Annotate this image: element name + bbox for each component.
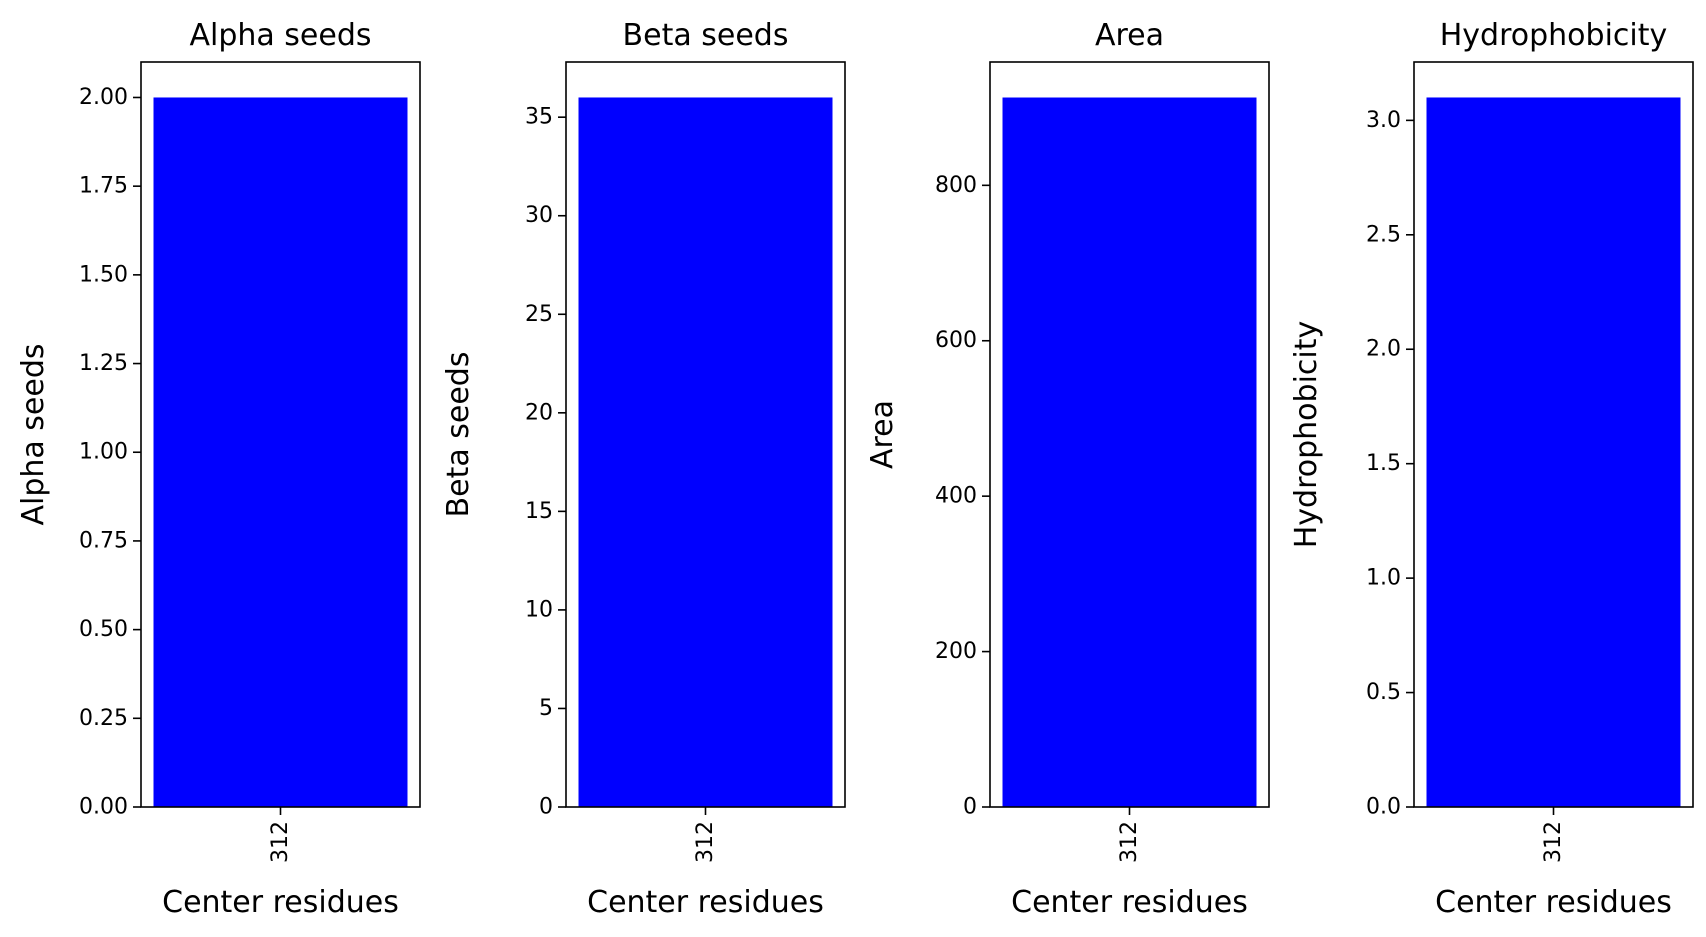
x-axis-label: Center residues [1011,885,1248,920]
y-tick-label: 600 [935,328,977,353]
chart-panel: 0 200 400 600 800 312 Area Center residues Area [865,18,1270,920]
y-tick-label: 15 [525,499,553,524]
y-tick-label: 1.00 [79,440,128,465]
x-tick-label: 312 [1117,821,1142,863]
y-tick-label: 20 [525,400,553,425]
chart-panel: 0.0 0.5 1.0 1.5 2.0 2.5 3.0 312 Hydrophobicity Ce… [1289,18,1694,920]
y-tick-label: 1.50 [79,262,128,287]
y-tick-label: 400 [935,484,977,509]
y-axis-label: Alpha seeds [16,343,51,525]
y-tick-label: 1.75 [79,174,128,199]
y-tick-label: 30 [525,203,553,228]
y-tick-label: 2.0 [1366,337,1401,362]
y-tick-label: 3.0 [1366,108,1401,133]
y-tick-label: 0 [963,795,977,820]
bar [1002,97,1257,808]
x-tick-label: 312 [268,821,293,863]
y-tick-label: 10 [525,597,553,622]
bar [578,97,833,807]
y-tick-label: 0.00 [79,795,128,820]
y-tick-label: 0.50 [79,617,128,642]
y-tick-label: 0.5 [1366,680,1401,705]
chart-panel: 0 5 10 15 20 25 30 35 312 Beta seeds Center residu… [441,18,846,920]
y-tick-label: 1.25 [79,351,128,376]
y-tick-label: 5 [539,696,553,721]
y-tick-label: 2.5 [1366,222,1401,247]
bar [1426,97,1681,807]
x-axis-label: Center residues [162,885,399,920]
x-tick-label: 312 [693,821,718,863]
x-axis-label: Center residues [587,885,824,920]
chart-title: Hydrophobicity [1440,18,1668,53]
y-tick-label: 2.00 [79,85,128,110]
y-tick-label: 35 [525,105,553,130]
y-tick-label: 1.0 [1366,566,1401,591]
chart-panel: 0.00 0.25 0.50 0.75 1.00 1.25 1.50 1.75 2.00 312 A… [16,18,421,920]
chart-title: Beta seeds [623,18,789,53]
y-tick-label: 0.75 [79,528,128,553]
y-axis-label: Beta seeds [441,352,476,518]
x-axis-label: Center residues [1435,885,1672,920]
y-tick-label: 0.0 [1366,795,1401,820]
y-tick-label: 0.25 [79,706,128,731]
chart-title: Alpha seeds [189,18,371,53]
y-tick-label: 200 [935,639,977,664]
y-axis-label: Area [865,400,900,469]
chart-title: Area [1095,18,1164,53]
y-tick-label: 25 [525,302,553,327]
y-tick-label: 800 [935,173,977,198]
x-tick-label: 312 [1541,821,1566,863]
y-axis-label: Hydrophobicity [1289,321,1324,549]
bar [153,97,408,807]
y-tick-label: 0 [539,795,553,820]
y-tick-label: 1.5 [1366,451,1401,476]
